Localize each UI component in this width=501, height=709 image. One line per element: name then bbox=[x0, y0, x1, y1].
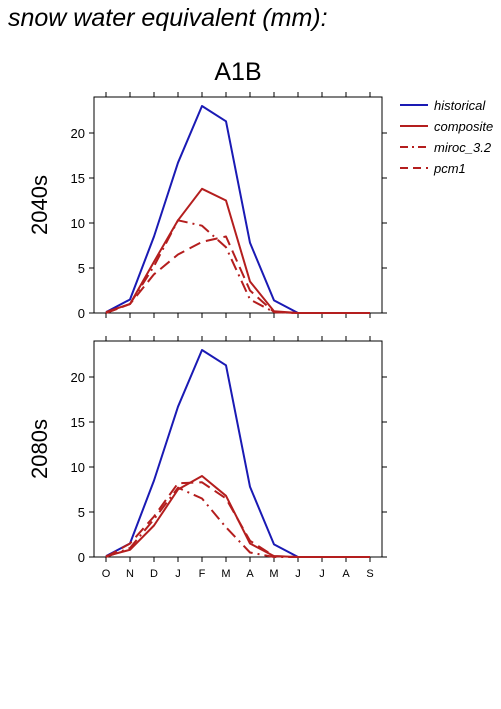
series-line-miroc_3.2 bbox=[105, 486, 370, 558]
plot-frame bbox=[93, 340, 383, 558]
x-tick-label: A bbox=[342, 568, 350, 580]
x-tick-label: F bbox=[199, 568, 206, 580]
x-tick-label: J bbox=[295, 568, 301, 580]
y-tick-label: 15 bbox=[71, 415, 85, 430]
legend-label-pcm1: pcm1 bbox=[433, 161, 466, 176]
y-tick-label: 10 bbox=[71, 460, 85, 475]
y-tick-label: 20 bbox=[71, 126, 85, 141]
x-tick-label: M bbox=[269, 568, 278, 580]
series-line-historical bbox=[105, 349, 370, 558]
panel-2040s: 0 5 10 15 20 2040s bbox=[27, 92, 387, 321]
series-line-historical bbox=[105, 105, 370, 314]
panel-label: 2080s bbox=[27, 419, 52, 479]
x-tick-label: J bbox=[319, 568, 325, 580]
plot-frame bbox=[93, 96, 383, 314]
legend: historical composite miroc_3.2 pcm1 bbox=[400, 98, 493, 176]
y-tick-label: 5 bbox=[78, 505, 85, 520]
scenario-title: A1B bbox=[214, 58, 261, 86]
y-tick-label: 5 bbox=[78, 261, 85, 276]
series-line-composite bbox=[105, 475, 370, 558]
panel-label: 2040s bbox=[27, 175, 52, 235]
y-tick-label: 10 bbox=[71, 216, 85, 231]
y-tick-label: 0 bbox=[78, 550, 85, 565]
series-line-pcm1 bbox=[105, 481, 370, 558]
x-tick-label: S bbox=[366, 568, 373, 580]
series-line-composite bbox=[105, 187, 370, 314]
series-line-pcm1 bbox=[105, 235, 370, 314]
series-line-miroc_3.2 bbox=[105, 219, 370, 314]
x-tick-label: N bbox=[126, 568, 134, 580]
y-tick-label: 15 bbox=[71, 171, 85, 186]
legend-label-miroc_3.2: miroc_3.2 bbox=[434, 140, 492, 155]
y-tick-label: 0 bbox=[78, 306, 85, 321]
x-tick-label: O bbox=[102, 568, 111, 580]
legend-label-historical: historical bbox=[434, 98, 486, 113]
page-title: snow water equivalent (mm): bbox=[8, 4, 328, 32]
x-tick-label: D bbox=[150, 568, 158, 580]
panel-2080s: 0 5 10 15 20 O N D J F M A M J J A S 2080s bbox=[27, 336, 387, 580]
x-tick-label: A bbox=[246, 568, 254, 580]
x-tick-label: M bbox=[221, 568, 230, 580]
x-tick-label: J bbox=[175, 568, 181, 580]
y-tick-label: 20 bbox=[71, 370, 85, 385]
legend-label-composite: composite bbox=[434, 119, 493, 134]
